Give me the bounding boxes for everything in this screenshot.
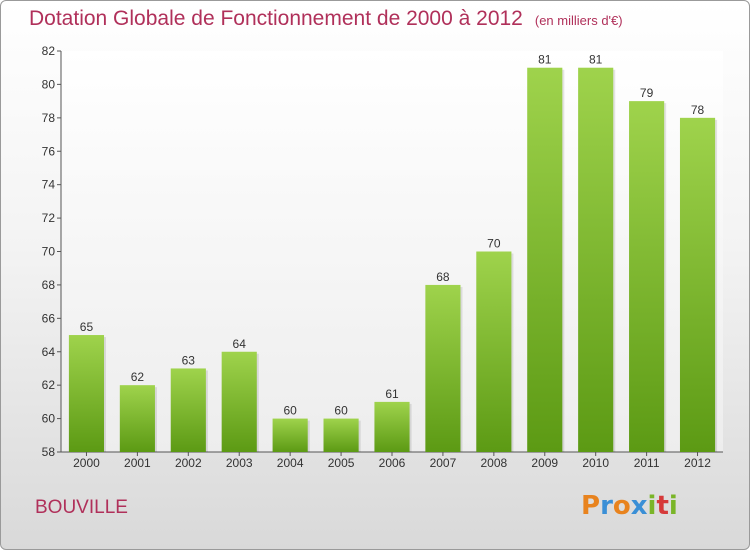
chart-subtitle: (en milliers d'€) [534,13,623,28]
data-label: 60 [283,404,297,418]
bar [68,335,105,452]
bar [629,101,665,452]
bar [272,418,308,452]
y-tick-label: 70 [42,245,56,259]
x-tick-label: 2012 [684,456,711,470]
data-label: 70 [487,237,501,251]
chart-title: Dotation Globale de Fonctionnement de 20… [29,7,623,31]
bar [476,251,512,452]
bar [119,385,155,452]
bar [679,117,716,452]
data-label: 62 [131,370,145,384]
title-text: Dotation Globale de Fonctionnement de 20… [29,7,523,30]
y-tick-label: 64 [42,345,56,359]
x-axis: 2000 2001 2002 2003 2004 2005 2006 2007 2008 2009… [61,451,723,470]
bar [221,351,257,452]
y-tick-label: 62 [42,378,56,392]
data-label: 60 [334,404,348,418]
data-label: 61 [385,387,399,401]
bar [425,284,461,452]
data-label: 78 [691,103,705,117]
y-tick-label: 74 [42,178,56,192]
bar [527,67,563,452]
bar [170,368,206,452]
x-tick-label: 2003 [226,456,253,470]
x-tick-label: 2011 [634,456,660,470]
data-label: 64 [233,337,247,351]
y-tick-label: 68 [42,278,56,292]
data-label: 63 [182,353,196,367]
x-tick-label: 2004 [277,456,304,470]
logo-letter: P [581,491,601,521]
y-tick-label: 82 [42,44,56,58]
x-tick-label: 2000 [73,456,100,470]
data-label: 65 [80,320,94,334]
x-tick-label: 2001 [124,456,151,470]
logo-letter: i [668,491,678,521]
x-tick-label: 2009 [531,456,558,470]
data-label: 81 [538,53,552,67]
data-label: 81 [589,53,603,67]
y-tick-label: 66 [42,311,56,325]
y-tick-label: 72 [42,211,56,225]
x-tick-label: 2010 [582,456,609,470]
y-tick-label: 76 [42,144,56,158]
x-tick-label: 2005 [328,456,355,470]
y-tick-label: 58 [42,445,56,459]
y-tick-label: 80 [42,77,56,91]
logo-letter: t [656,491,669,521]
bar [323,418,359,452]
data-label: 79 [640,86,654,100]
logo-letter: x [630,491,648,521]
x-tick-label: 2007 [430,456,457,470]
logo-letter: i [647,491,657,521]
data-label: 68 [436,270,450,284]
y-tick-label: 78 [42,111,56,125]
commune-name: BOUVILLE [35,497,128,518]
proxiti-logo: Proxiti [581,491,678,521]
x-tick-label: 2008 [480,456,507,470]
x-tick-label: 2002 [175,456,202,470]
logo-letter: r [600,491,613,521]
bars: 65 62 63 64 60 60 61 68 70 81 81 79 78 [68,53,718,452]
y-axis: 58 60 62 64 66 68 70 72 74 76 78 80 82 [42,44,62,459]
bar [374,401,410,452]
y-tick-label: 60 [42,412,56,426]
x-tick-label: 2006 [379,456,406,470]
bar [578,67,614,452]
logo-letter: o [612,491,631,521]
